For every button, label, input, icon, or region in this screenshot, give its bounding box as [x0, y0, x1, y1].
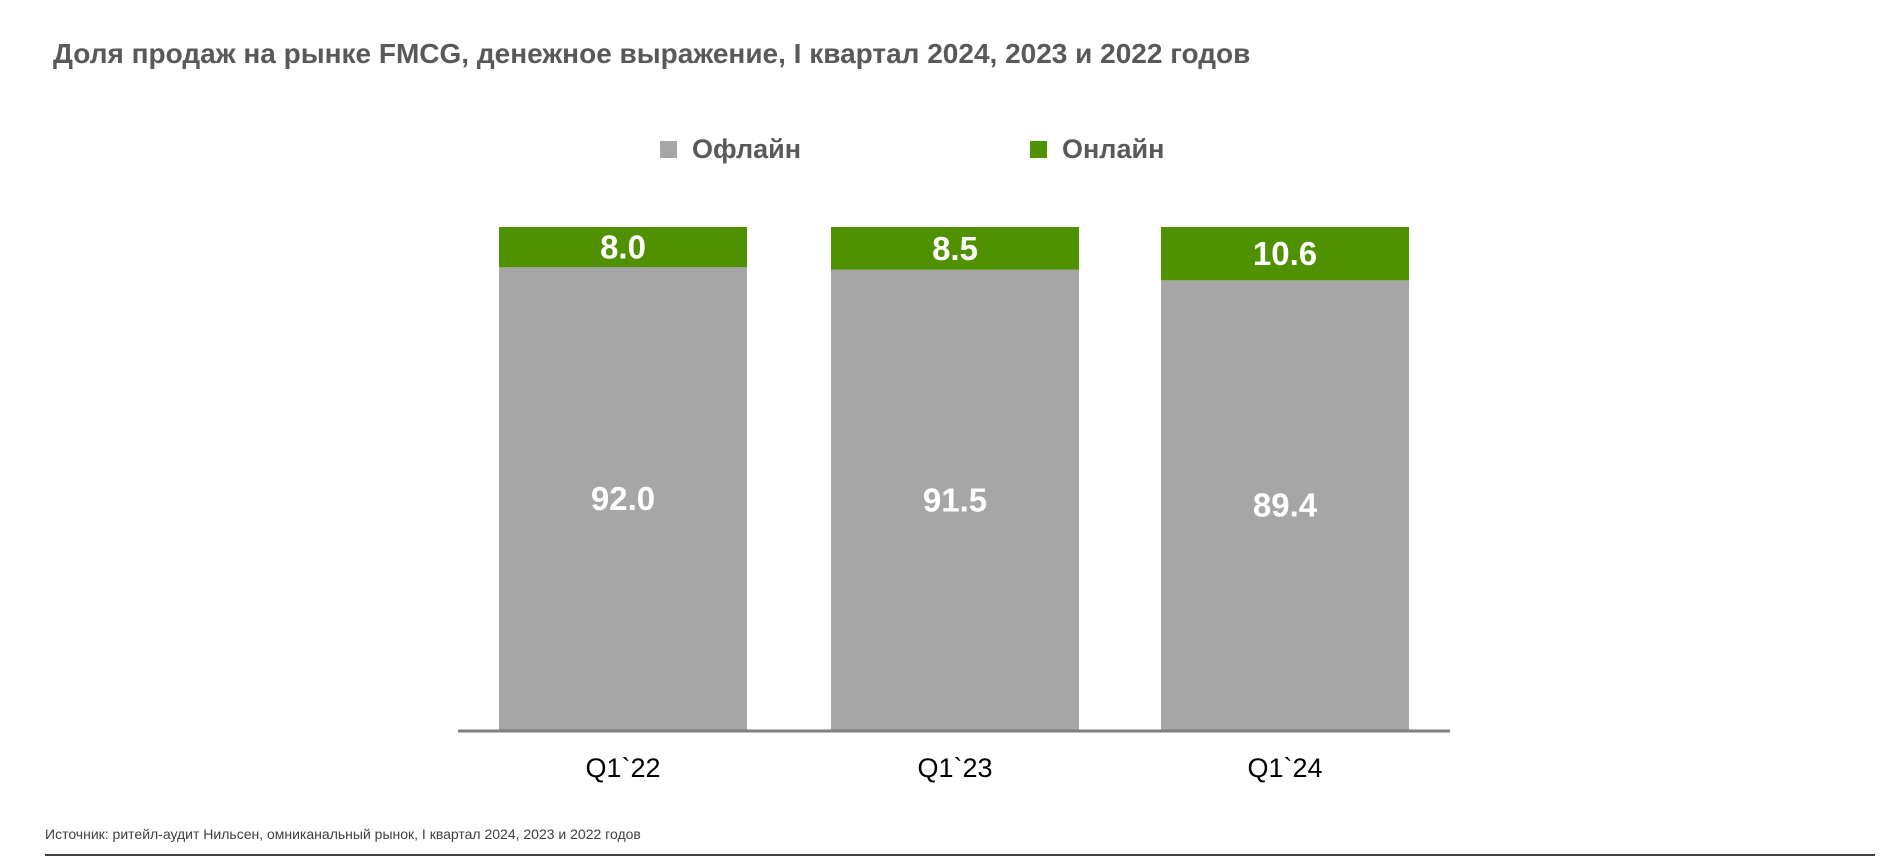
legend-item-offline: Офлайн [660, 134, 801, 165]
legend-label-online: Онлайн [1062, 134, 1165, 164]
chart-legend: Офлайн Онлайн [0, 134, 1900, 174]
chart-title: Доля продаж на рынке FMCG, денежное выра… [53, 38, 1251, 69]
data-label-offline-1: 92.0 [591, 480, 655, 517]
footer-divider [45, 854, 1875, 856]
legend-swatch-offline [660, 141, 677, 158]
bar-online-2 [831, 227, 1079, 270]
x-tick-label-1: Q1`22 [585, 753, 660, 783]
x-tick-label-3: Q1`24 [1247, 753, 1322, 783]
legend-swatch-online [1030, 141, 1047, 158]
data-label-offline-2: 91.5 [923, 481, 987, 518]
bar-online-1 [499, 227, 747, 268]
legend-label-offline: Офлайн [692, 134, 802, 164]
data-label-offline-3: 89.4 [1253, 487, 1318, 524]
data-label-online-2: 8.5 [932, 230, 978, 267]
bar-online-3 [1161, 227, 1409, 281]
data-label-online-1: 8.0 [600, 229, 646, 266]
bar-offline-3 [1161, 280, 1409, 730]
source-note: Источник: ритейл-аудит Нильсен, омникана… [45, 826, 641, 842]
data-label-online-3: 10.6 [1253, 235, 1317, 272]
bar-offline-1 [499, 267, 747, 730]
legend-item-online: Онлайн [1030, 134, 1164, 165]
x-tick-label-2: Q1`23 [917, 753, 992, 783]
bar-offline-2 [831, 269, 1079, 730]
